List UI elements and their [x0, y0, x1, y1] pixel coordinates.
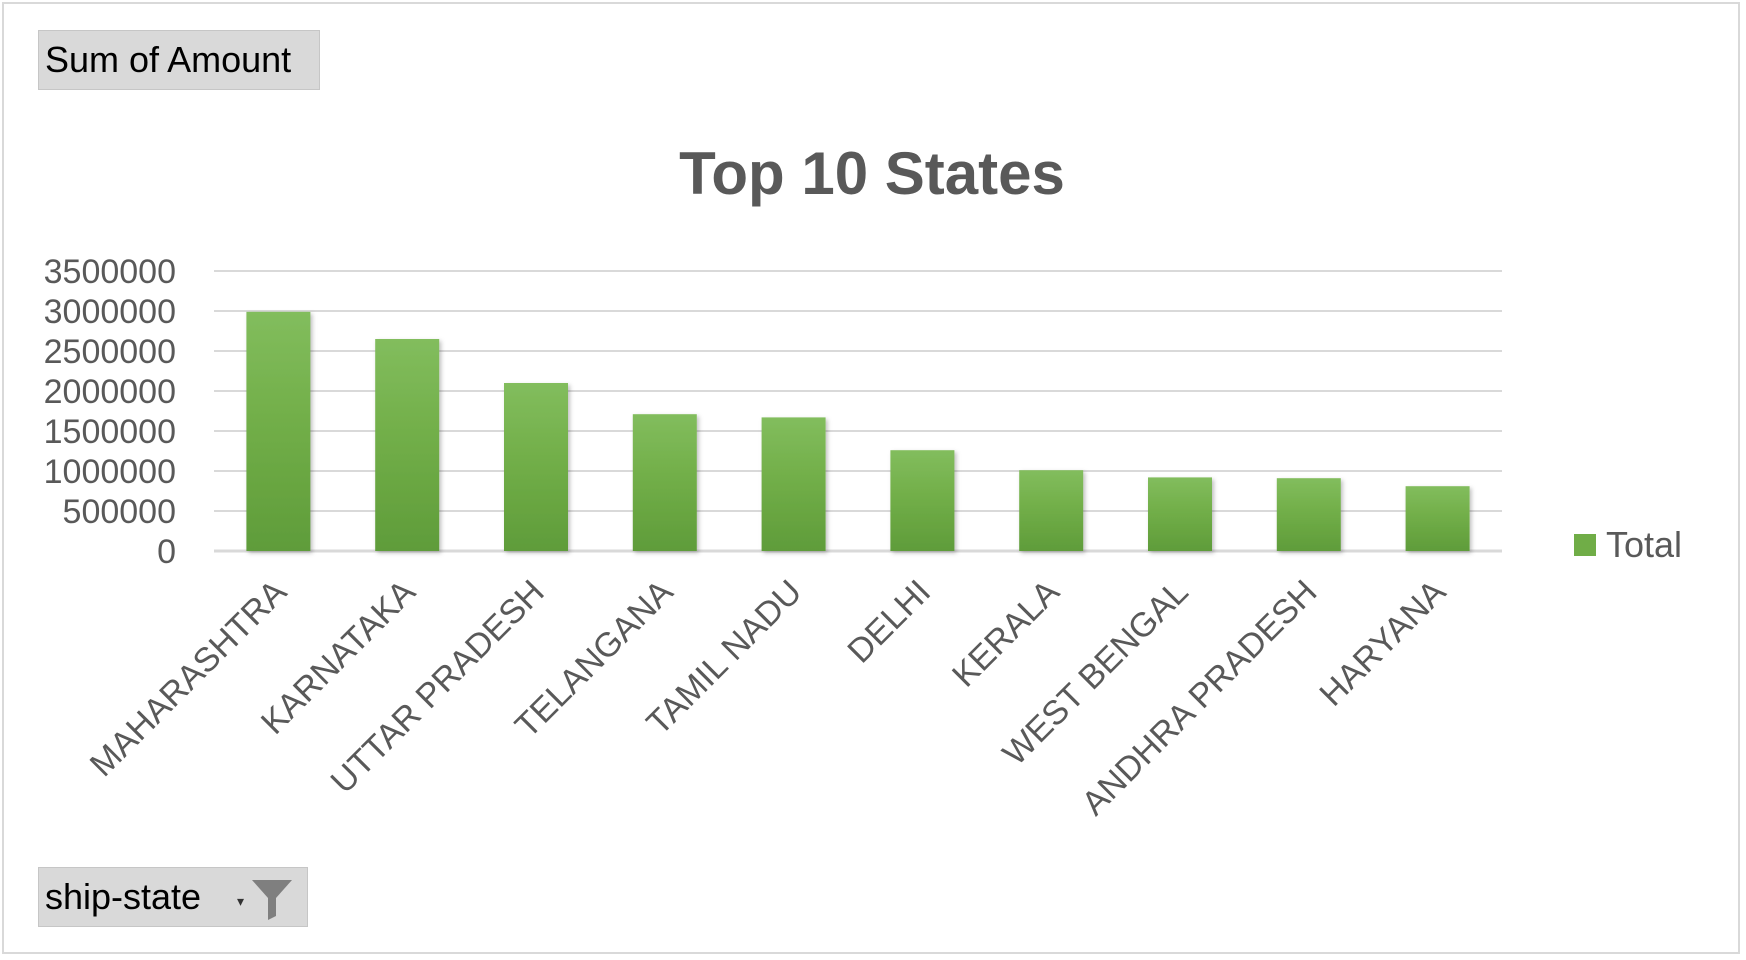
- x-tick-label: HARYANA: [1312, 573, 1453, 714]
- bar[interactable]: [1405, 486, 1470, 551]
- y-tick-label: 2500000: [44, 333, 176, 371]
- filter-icon[interactable]: [249, 876, 295, 922]
- value-field-button[interactable]: Sum of Amount: [38, 30, 320, 90]
- bar[interactable]: [761, 417, 826, 551]
- x-tick-label: MAHARASHTRA: [83, 573, 294, 784]
- legend-swatch: [1574, 534, 1596, 556]
- bars: [246, 311, 1470, 551]
- bar[interactable]: [246, 311, 311, 551]
- bar[interactable]: [504, 383, 568, 551]
- y-tick-label: 3000000: [44, 293, 176, 331]
- y-tick-label: 1000000: [44, 453, 176, 491]
- bar[interactable]: [375, 339, 440, 551]
- y-tick-label: 1500000: [44, 413, 176, 451]
- y-axis-ticks: 0500000100000015000002000000250000030000…: [44, 253, 176, 571]
- x-tick-label: DELHI: [840, 573, 938, 671]
- chart-title: Top 10 States: [679, 140, 1065, 207]
- legend: Total: [1574, 524, 1682, 565]
- y-tick-label: 500000: [63, 493, 176, 531]
- y-tick-label: 2000000: [44, 373, 176, 411]
- x-tick-label: UTTAR PRADESH: [324, 573, 552, 801]
- bar[interactable]: [1276, 478, 1341, 551]
- axis-field-button[interactable]: ship-state ▾: [38, 867, 308, 927]
- axis-field-label: ship-state: [45, 876, 202, 917]
- bar[interactable]: [1019, 470, 1084, 551]
- bar[interactable]: [890, 450, 955, 551]
- x-tick-label: KERALA: [945, 573, 1067, 695]
- y-tick-label: 3500000: [44, 253, 176, 291]
- bar[interactable]: [632, 414, 697, 551]
- bar[interactable]: [1148, 477, 1212, 551]
- dropdown-arrow-icon[interactable]: ▾: [237, 893, 245, 909]
- legend-label: Total: [1606, 524, 1682, 565]
- value-field-label: Sum of Amount: [45, 39, 292, 80]
- y-tick-label: 0: [157, 533, 176, 571]
- x-tick-label: ANDHRA PRADESH: [1074, 573, 1324, 823]
